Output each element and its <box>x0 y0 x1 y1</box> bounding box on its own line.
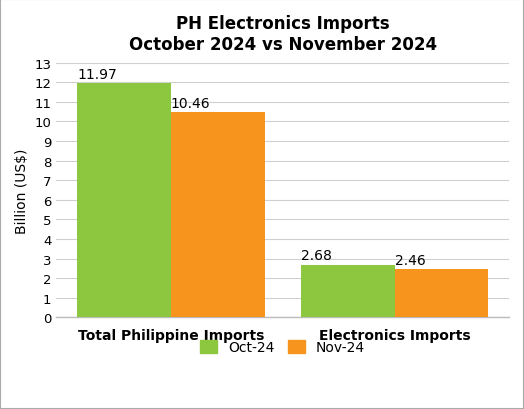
Title: PH Electronics Imports
October 2024 vs November 2024: PH Electronics Imports October 2024 vs N… <box>129 15 437 54</box>
Text: 11.97: 11.97 <box>77 67 117 81</box>
Text: 2.46: 2.46 <box>395 253 425 267</box>
Bar <box>395 270 488 317</box>
Y-axis label: Billion (US$): Billion (US$) <box>15 148 29 233</box>
Text: 10.46: 10.46 <box>171 97 211 111</box>
Bar <box>171 113 265 317</box>
Text: 2.68: 2.68 <box>301 249 332 263</box>
Bar <box>301 265 395 317</box>
Legend: Oct-24, Nov-24: Oct-24, Nov-24 <box>193 334 372 362</box>
Bar <box>77 84 171 317</box>
